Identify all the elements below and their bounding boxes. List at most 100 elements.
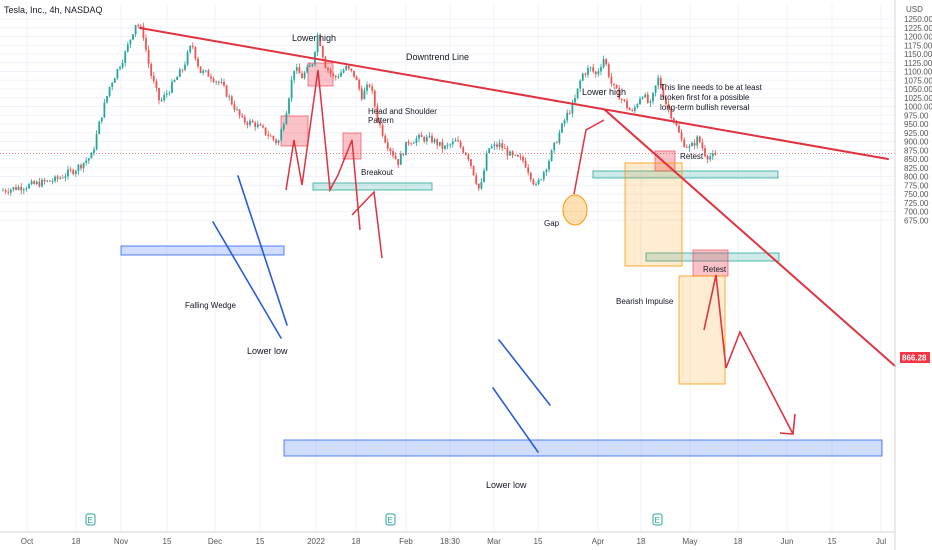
candle-body <box>641 97 644 99</box>
candle-body <box>316 34 319 53</box>
y-axis: 675.00700.00725.00750.00775.00800.00825.… <box>894 0 932 550</box>
candle-body <box>282 124 285 130</box>
candle-body <box>412 142 415 144</box>
candle-body <box>329 69 332 74</box>
y-tick-label: 975.00 <box>904 111 929 120</box>
candle-body <box>600 67 602 72</box>
candle-body <box>407 141 410 144</box>
candle-body <box>61 177 64 179</box>
candle-body <box>444 145 446 149</box>
candle-body <box>498 143 501 147</box>
candle-body <box>236 109 238 111</box>
candle-body <box>379 120 381 126</box>
candle-body <box>134 25 137 35</box>
x-tick-label: Nov <box>114 537 128 546</box>
candle-body <box>223 81 225 86</box>
candle-body <box>589 67 592 69</box>
candle-body <box>371 86 374 91</box>
y-tick-label: 825.00 <box>904 164 929 173</box>
x-tick-label: Apr <box>592 537 605 546</box>
candle-body <box>535 183 537 185</box>
candle-body <box>59 177 62 179</box>
x-tick-label: 18 <box>352 537 361 546</box>
candle-body <box>163 94 166 101</box>
candle-body <box>87 158 90 161</box>
candle-body <box>246 122 249 125</box>
earnings-marker-3[interactable]: E <box>652 513 663 526</box>
candle-body <box>386 142 389 149</box>
x-tick-label: Dec <box>208 537 222 546</box>
candle-body <box>98 121 101 135</box>
candle-body <box>607 64 610 77</box>
y-tick-label: 750.00 <box>904 190 929 199</box>
candle-body <box>285 113 288 125</box>
earnings-marker-1[interactable]: E <box>85 513 96 526</box>
candle-body <box>527 167 530 173</box>
earnings-marker-2[interactable]: E <box>385 513 396 526</box>
candle-body <box>553 142 556 151</box>
candle-body <box>574 98 576 103</box>
y-tick-label: 700.00 <box>904 208 929 217</box>
y-tick-label: 1225.00 <box>904 24 932 33</box>
candle-body <box>262 125 264 128</box>
candle-body <box>587 68 589 75</box>
candle-body <box>191 45 194 47</box>
candle-body <box>636 104 639 108</box>
candle-body <box>290 79 293 99</box>
candle-body <box>490 146 493 149</box>
candle-body <box>202 70 205 74</box>
downtrend-line <box>139 27 889 160</box>
label-falling-wedge: Falling Wedge <box>185 301 237 310</box>
x-tick-label: 15 <box>534 537 543 546</box>
candle-body <box>360 88 363 100</box>
y-tick-label: 1150.00 <box>904 50 932 59</box>
x-tick-label: 18 <box>72 537 81 546</box>
candle-body <box>256 124 259 127</box>
candle-body <box>56 176 59 179</box>
candle-body <box>662 88 665 99</box>
candle-body <box>267 134 270 136</box>
candle-body <box>355 76 358 81</box>
candle-body <box>594 71 597 75</box>
candle-body <box>472 165 475 176</box>
trend-lines <box>139 27 896 453</box>
y-tick-label: 1050.00 <box>904 85 932 94</box>
candle-body <box>4 190 7 192</box>
candle-body <box>431 135 433 143</box>
x-tick-label: May <box>682 537 697 546</box>
candle-body <box>550 150 553 161</box>
candles <box>2 22 717 196</box>
candle-body <box>158 87 160 101</box>
candle-body <box>425 137 428 142</box>
grid <box>0 4 895 532</box>
candle-body <box>132 34 134 40</box>
label-lower-low-2: Lower low <box>486 480 527 490</box>
y-tick-label: 875.00 <box>904 146 929 155</box>
label-lower-low-1: Lower low <box>247 346 288 356</box>
candle-body <box>77 164 80 172</box>
projection-arrowhead <box>779 413 796 435</box>
candle-body <box>639 98 641 105</box>
candle-body <box>152 75 155 82</box>
y-tick-label: 1125.00 <box>904 59 932 68</box>
candle-body <box>366 84 368 91</box>
candle-body <box>449 144 452 146</box>
y-tick-label: 775.00 <box>904 181 929 190</box>
candle-body <box>121 62 124 68</box>
x-tick-label: 2022 <box>307 537 325 546</box>
candle-body <box>540 179 543 181</box>
label-note-1: This line needs to be at least <box>660 83 763 92</box>
resistance-zone-breakout <box>312 182 433 191</box>
candle-body <box>516 154 519 157</box>
candle-body <box>581 73 584 81</box>
x-tick-label: Oct <box>21 537 34 546</box>
candle-body <box>264 127 267 135</box>
candle-body <box>420 134 423 137</box>
candle-body <box>212 78 215 82</box>
candle-body <box>54 176 56 182</box>
label-lower-high-1: Lower high <box>292 33 336 43</box>
label-lower-high-2: Lower high <box>582 87 626 97</box>
label-bearish-impulse: Bearish Impulse <box>616 297 674 306</box>
